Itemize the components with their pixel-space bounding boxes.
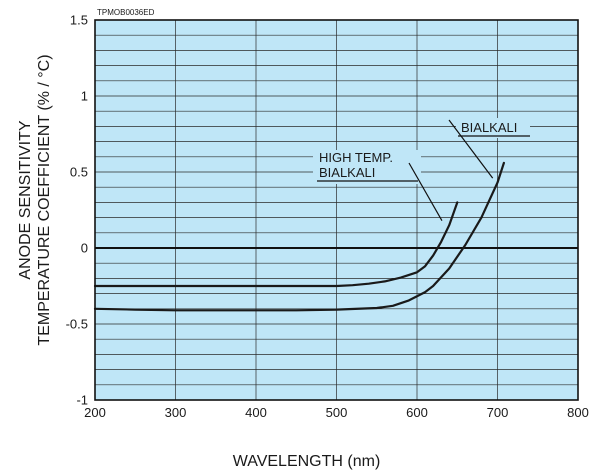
y-tick-label: -0.5 [66,317,88,332]
annotation-line-2: BIALKALI [319,165,375,180]
series-line-bialkali [93,161,505,312]
x-tick-label: 500 [326,405,348,420]
x-tick-label: 300 [165,405,187,420]
annotation-leader-line [408,162,443,221]
x-tick-label: 700 [487,405,509,420]
y-tick-label: 0.5 [70,165,88,180]
figure-code: TPMOB0036ED [97,8,155,17]
y-tick-label: 1 [81,89,88,104]
plot-frame [94,19,579,401]
y-axis-title-line-1: ANODE SENSITIVITY [17,120,34,279]
annotation-background [456,118,530,138]
y-tick-label: 1.5 [70,13,88,28]
series-group [93,161,505,312]
y-tick-label: 0 [81,241,88,256]
annotation-line-1: BIALKALI [461,120,517,135]
annotation-high-temp-bialkali: HIGH TEMP. BIALKALI [313,150,443,221]
y-tick-label: -1 [76,393,88,408]
annotation-line-1: HIGH TEMP. [319,150,393,165]
x-tick-label: 600 [406,405,428,420]
y-axis-title-line-2: TEMPERATURE COEFFICIENT (% / °C) [36,54,53,345]
tick-labels: 200 300 400 500 600 700 800 -1 -0.5 0 0.5 1 1.5 [66,13,589,421]
annotation-background [313,150,421,184]
x-tick-label: 800 [567,405,589,420]
x-axis-title: WAVELENGTH (nm) [233,453,381,470]
annotation-bialkali: BIALKALI [448,118,530,179]
series-line-high-temp-bialkali [93,201,459,288]
annotation-leader-line [448,119,494,179]
x-tick-label: 400 [245,405,267,420]
x-tick-label: 200 [84,405,106,420]
